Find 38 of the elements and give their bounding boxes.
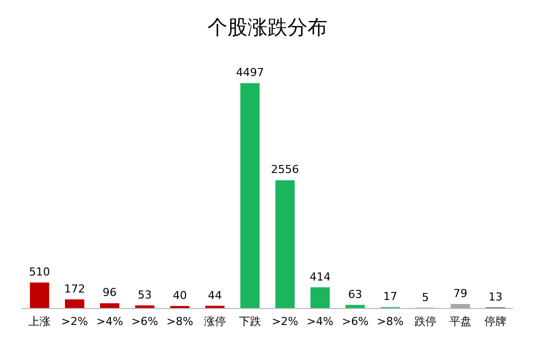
- data-label: 414: [310, 270, 331, 284]
- data-label: 17: [383, 290, 398, 304]
- data-label: 172: [64, 282, 86, 296]
- x-tick-label: 跌停: [414, 315, 436, 328]
- x-tick-label: 涨停: [204, 315, 226, 328]
- bar: [240, 83, 260, 308]
- bar: [30, 282, 50, 308]
- bar: [450, 304, 470, 308]
- x-tick-label: 下跌: [238, 315, 261, 328]
- x-tick-label: 平盘: [449, 315, 472, 328]
- data-label: 4497: [236, 66, 264, 80]
- bar: [135, 305, 154, 308]
- data-label: 5: [422, 290, 429, 304]
- data-label: 2556: [271, 163, 300, 176]
- x-tick-label: >2%: [272, 315, 298, 328]
- bar: [100, 303, 120, 308]
- bar: [310, 287, 330, 308]
- chart-title: 个股涨跌分布: [208, 15, 328, 39]
- x-tick-label: >8%: [376, 315, 404, 328]
- x-tick-label: >6%: [131, 315, 158, 328]
- data-label: 79: [453, 287, 468, 300]
- x-tick-label: >4%: [96, 315, 124, 328]
- x-tick-label: >8%: [166, 315, 194, 328]
- x-tick-label: >2%: [61, 315, 88, 328]
- x-tick-label: 停牌: [484, 315, 506, 328]
- x-tick-label: >4%: [306, 315, 334, 328]
- bar: [346, 304, 365, 308]
- x-tick-label: 上涨: [28, 315, 51, 328]
- x-tick-label: >6%: [342, 315, 369, 328]
- bar: [275, 180, 295, 308]
- data-label: 53: [138, 288, 152, 302]
- bar: [64, 299, 84, 308]
- data-label: 510: [29, 266, 50, 278]
- data-label: 44: [208, 288, 222, 302]
- data-label: 63: [348, 288, 362, 301]
- data-label: 96: [102, 286, 117, 300]
- data-label: 40: [172, 289, 187, 302]
- data-label: 13: [488, 290, 502, 304]
